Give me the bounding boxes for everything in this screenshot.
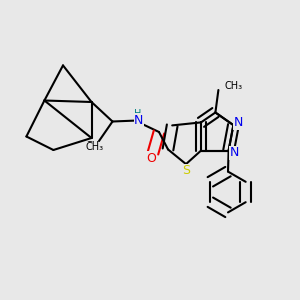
Text: N: N	[234, 116, 244, 129]
Text: CH₃: CH₃	[224, 81, 242, 92]
Text: N: N	[229, 146, 239, 160]
Text: CH₃: CH₃	[85, 142, 103, 152]
Text: CH₃: CH₃	[85, 141, 103, 152]
Text: N: N	[234, 116, 244, 129]
Text: O: O	[147, 152, 156, 165]
Text: N: N	[229, 146, 239, 160]
Text: S: S	[182, 164, 190, 177]
Text: CH₃: CH₃	[224, 81, 242, 92]
Text: N: N	[134, 114, 144, 127]
Text: S: S	[182, 164, 190, 177]
Text: N: N	[134, 114, 143, 127]
Text: H: H	[134, 109, 141, 119]
Text: H: H	[134, 110, 141, 120]
Text: O: O	[147, 152, 156, 165]
